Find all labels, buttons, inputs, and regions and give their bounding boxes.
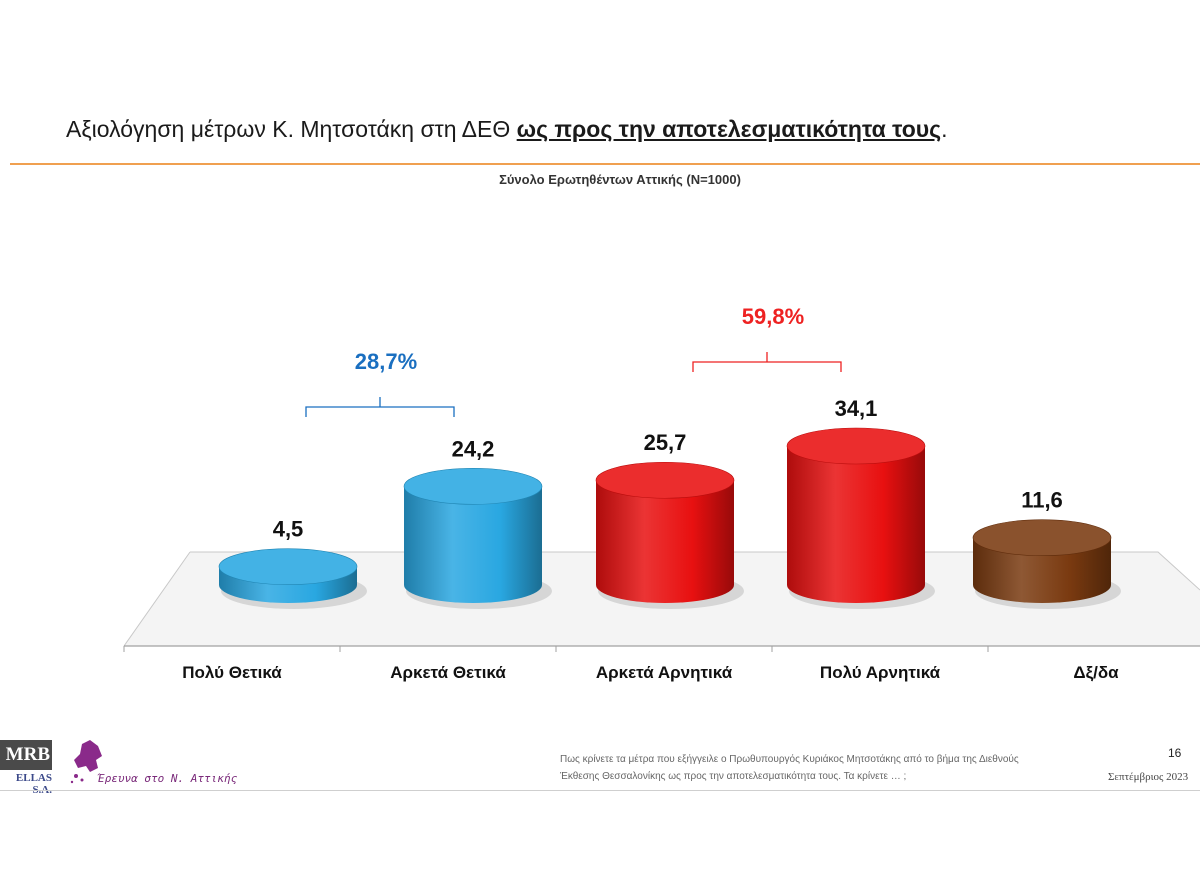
- value-label-3: 25,7: [644, 430, 687, 455]
- chart-category-labels: Πολύ Θετικά Αρκετά Θετικά Αρκετά Αρνητικά Π…: [182, 663, 1119, 682]
- page-number: 16: [1168, 746, 1182, 760]
- bar-top: [595, 461, 735, 499]
- group-bracket-1: 28,7%: [305, 349, 455, 417]
- logo-subtext: ELLAS S.A.: [15, 772, 52, 796]
- title-divider: [10, 163, 1200, 165]
- title-end: .: [941, 116, 948, 142]
- value-label-1: 4,5: [273, 517, 304, 542]
- group-total-label: 28,7%: [355, 349, 417, 374]
- bar-top: [972, 519, 1112, 557]
- footer-divider: [0, 790, 1200, 791]
- bar-2: [403, 468, 552, 609]
- category-label-1: Πολύ Θετικά: [182, 663, 282, 682]
- logo-text: MRB: [0, 740, 52, 770]
- bar-top: [403, 468, 543, 505]
- value-label-4: 34,1: [835, 396, 878, 421]
- value-label-2: 24,2: [452, 436, 495, 461]
- group-bracket-2: 59,8%: [692, 304, 842, 372]
- bracket-line: [692, 352, 842, 372]
- category-label-5: Δξ/δα: [1073, 663, 1119, 682]
- report-date: Σεπτέμβριος 2023: [1108, 771, 1189, 783]
- bar-5: [972, 519, 1121, 609]
- page-title: Αξιολόγηση μέτρων Κ. Μητσοτάκη στη ΔΕΘ ω…: [66, 116, 948, 143]
- bar-top: [786, 427, 926, 465]
- category-label-3: Αρκετά Αρνητικά: [596, 663, 733, 682]
- value-label-5: 11,6: [1021, 488, 1063, 513]
- survey-brand: Έρευνα στο Ν. Αττικής: [98, 772, 238, 785]
- question-text: Πως κρίνετε τα μέτρα που εξήγγειλε ο Πρω…: [560, 751, 1080, 785]
- category-label-4: Πολύ Αρνητικά: [820, 663, 941, 682]
- attica-map-icon: [70, 740, 102, 784]
- title-plain: Αξιολόγηση μέτρων Κ. Μητσοτάκη στη ΔΕΘ: [66, 116, 517, 142]
- bar-body: [404, 486, 542, 603]
- mrb-logo: MRB ELLAS S.A.: [0, 740, 52, 796]
- group-total-label: 59,8%: [742, 304, 804, 329]
- bar-3: [595, 461, 744, 609]
- chart-bars: [218, 427, 1121, 609]
- chart-value-labels: 4,5 24,2 25,7 34,1 11,6: [273, 396, 1063, 542]
- bar-body: [973, 537, 1111, 603]
- question-line-1: Πως κρίνετε τα μέτρα που εξήγγειλε ο Πρω…: [560, 754, 1019, 765]
- bracket-line: [305, 397, 455, 417]
- chart-subtitle: Σύνολο Ερωτηθέντων Αττικής (Ν=1000): [499, 172, 741, 187]
- bar-body: [787, 446, 925, 603]
- chart-group-brackets: 28,7% 59,8%: [305, 304, 842, 417]
- question-line-2: Έκθεσης Θεσσαλονίκης ως προς την αποτελε…: [560, 771, 907, 782]
- bar-top: [218, 548, 358, 585]
- bar-1: [218, 548, 367, 609]
- title-emphasis: ως προς την αποτελεσματικότητα τους: [516, 116, 942, 142]
- bar-4: [786, 427, 935, 609]
- category-label-2: Αρκετά Θετικά: [390, 663, 506, 682]
- bar-body: [596, 480, 734, 603]
